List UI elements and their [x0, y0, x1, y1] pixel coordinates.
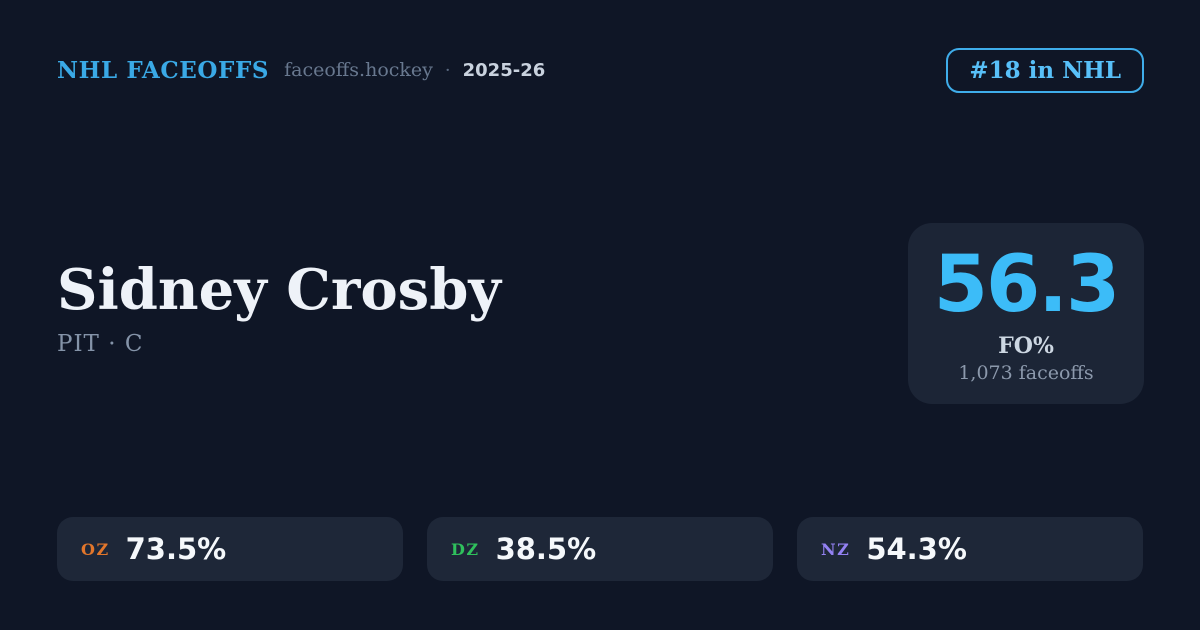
- zone-pill-offensive: OZ 73.5%: [57, 517, 403, 581]
- league-rank-badge: #18 in NHL: [946, 47, 1144, 93]
- header: NHL FACEOFFS faceoffs.hockey · 2025-26 #…: [57, 46, 1144, 94]
- player-team-position: PIT · C: [57, 330, 144, 357]
- zone-label-nz: NZ: [821, 539, 851, 559]
- zone-pill-defensive: DZ 38.5%: [427, 517, 773, 581]
- season-label: 2025-26: [462, 59, 546, 81]
- zone-pill-neutral: NZ 54.3%: [797, 517, 1143, 581]
- brand-logo-text: NHL FACEOFFS: [57, 56, 270, 84]
- faceoff-count: 1,073 faceoffs: [958, 361, 1094, 384]
- site-domain: faceoffs.hockey: [284, 59, 433, 81]
- zone-value-dz: 38.5%: [495, 532, 597, 566]
- zone-stats-row: OZ 73.5% DZ 38.5% NZ 54.3%: [57, 517, 1143, 581]
- faceoff-percentage-card: 56.3 FO% 1,073 faceoffs: [908, 223, 1144, 404]
- faceoff-percentage-label: FO%: [998, 332, 1054, 359]
- zone-value-nz: 54.3%: [866, 532, 967, 566]
- zone-label-dz: DZ: [451, 539, 480, 559]
- player-block: Sidney Crosby PIT · C: [57, 257, 501, 357]
- zone-value-oz: 73.5%: [125, 532, 227, 566]
- faceoff-percentage-value: 56.3: [933, 239, 1120, 330]
- zone-label-oz: OZ: [81, 539, 110, 559]
- player-name: Sidney Crosby: [57, 257, 501, 323]
- dot-separator: ·: [444, 59, 451, 81]
